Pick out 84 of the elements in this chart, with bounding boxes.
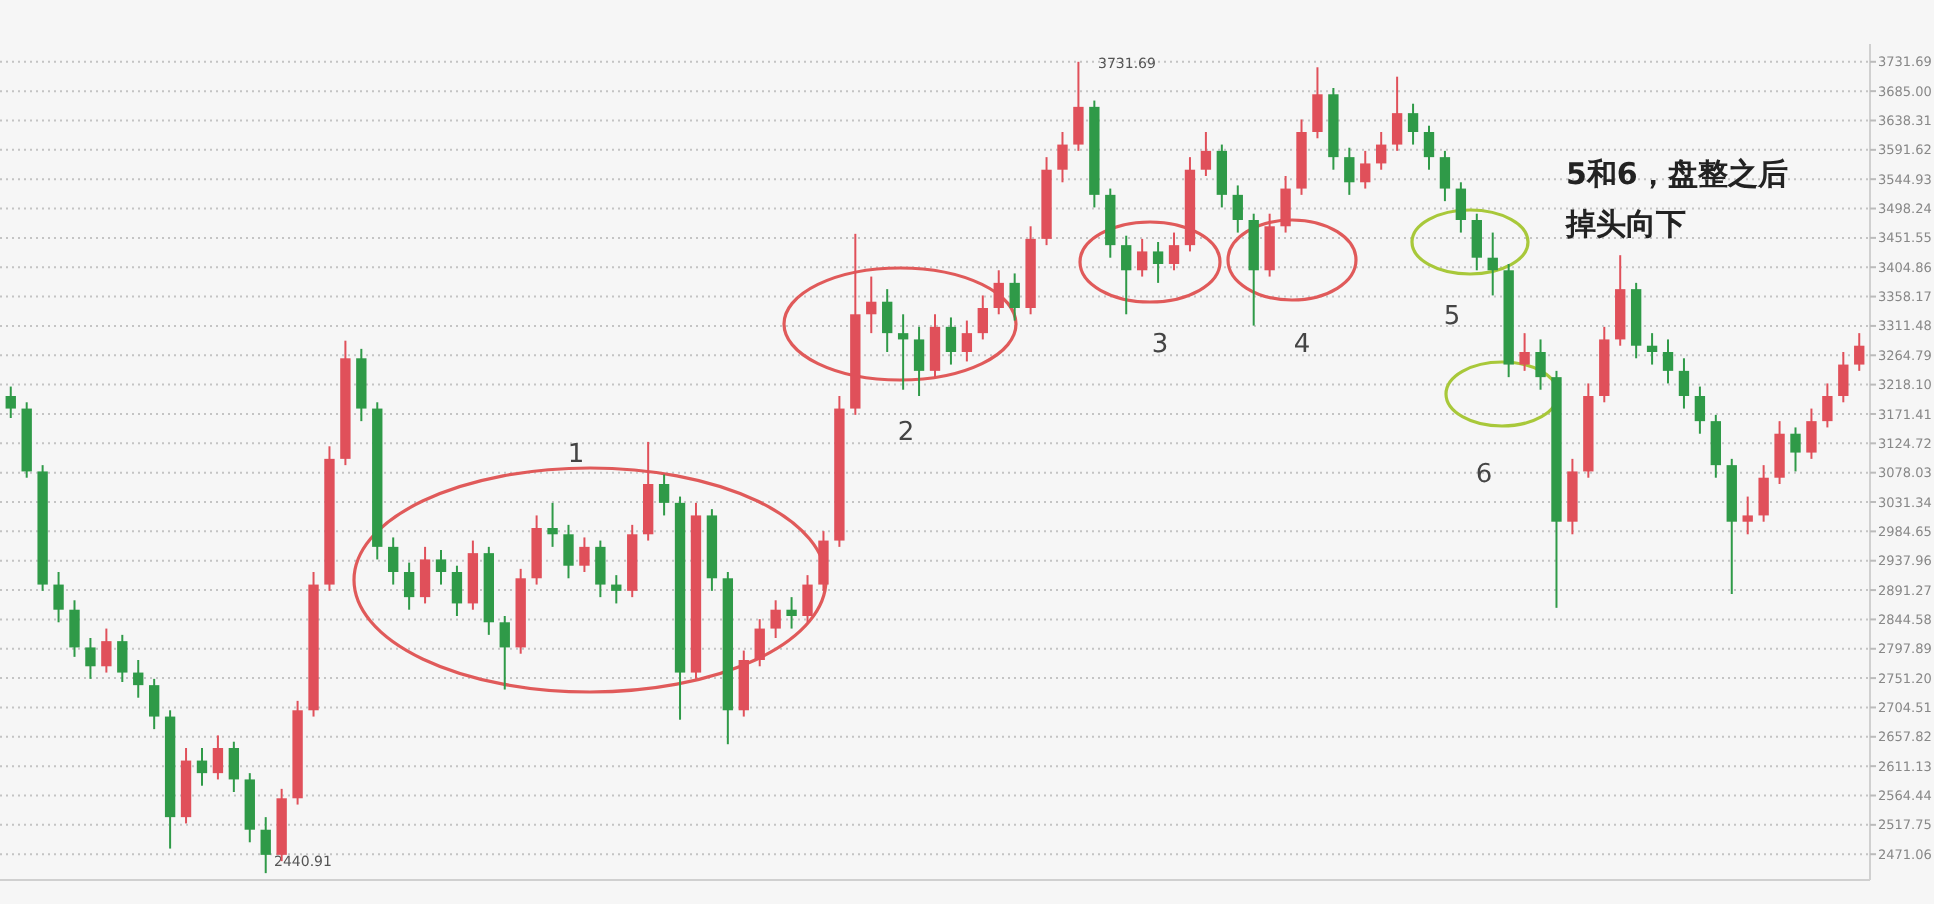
candlestick — [1168, 231, 1180, 272]
candlestick — [1280, 175, 1291, 234]
candlestick — [499, 615, 510, 691]
candlestick — [1758, 464, 1769, 523]
candlestick — [1232, 184, 1243, 234]
candlestick — [53, 571, 64, 624]
annotation: 2 — [897, 418, 915, 448]
candlestick — [993, 269, 1004, 316]
candlestick — [117, 633, 128, 683]
candlestick — [1646, 332, 1658, 366]
candlestick — [1519, 332, 1530, 372]
candlestick — [133, 659, 144, 699]
candlestick — [929, 313, 941, 379]
candlestick — [1136, 237, 1148, 278]
candlestick — [1535, 338, 1546, 391]
candlestick — [1662, 338, 1674, 385]
candlestick — [579, 536, 590, 573]
candlestick — [882, 288, 893, 353]
candlestick — [547, 501, 558, 548]
candlestick — [1710, 413, 1722, 479]
candlestick — [1806, 407, 1817, 460]
candlestick — [1376, 131, 1387, 171]
candlestick — [1822, 382, 1833, 429]
candlestick — [897, 313, 909, 391]
candlestick — [866, 275, 877, 335]
candlestick — [1312, 66, 1323, 140]
annotation: 1 — [567, 440, 585, 470]
candlestick — [1471, 212, 1482, 272]
candlestick — [1694, 385, 1706, 435]
annotation: 掉头向下 — [1564, 206, 1686, 242]
annotation: 5和6，盘整之后 — [1566, 156, 1788, 192]
candlestick — [1121, 234, 1132, 316]
candlestick — [802, 574, 813, 624]
candlestick — [1678, 357, 1690, 410]
candlestick — [977, 294, 988, 341]
candlestick — [770, 599, 781, 639]
candlestick — [85, 637, 96, 680]
candlestick — [1423, 124, 1435, 171]
candlestick — [818, 530, 829, 592]
candlestick — [1391, 75, 1403, 152]
candlestick — [1360, 149, 1371, 190]
candlestick — [403, 561, 415, 611]
candlestick — [435, 549, 447, 586]
candlestick — [611, 574, 622, 605]
annotation: 6 — [1475, 460, 1493, 490]
candlestick — [1264, 212, 1275, 278]
candlestick — [1009, 272, 1020, 322]
candlestick — [419, 545, 431, 605]
candlestick — [1407, 102, 1419, 146]
candlestick — [212, 734, 224, 781]
candlestick — [1742, 495, 1753, 536]
candlestick — [786, 596, 797, 630]
candlestick — [961, 319, 973, 363]
candlestick — [913, 325, 925, 397]
candlestick — [1152, 241, 1164, 284]
candlestick — [1216, 143, 1228, 209]
candlestick — [1774, 420, 1785, 485]
candlestick — [228, 740, 240, 793]
candlestick — [945, 316, 957, 366]
candlestick — [563, 523, 574, 580]
candlestick — [1455, 181, 1467, 234]
candlestick — [1487, 231, 1498, 297]
candlestick — [1344, 146, 1355, 196]
candlestick — [69, 599, 80, 658]
candlestick — [196, 747, 208, 787]
candlestick — [1073, 60, 1084, 152]
candlestick — [260, 816, 271, 875]
candlestick — [1790, 426, 1801, 473]
candlestick — [148, 677, 160, 731]
candlestick — [1057, 131, 1068, 184]
candlestick — [1854, 332, 1865, 372]
candlestick — [5, 385, 16, 419]
annotation: 3 — [1151, 330, 1169, 360]
candlestick — [658, 473, 670, 517]
annotation: 5 — [1443, 302, 1461, 332]
candlestick — [388, 536, 399, 586]
candlestick — [754, 618, 765, 668]
candlestick — [1200, 131, 1212, 177]
candlestick — [595, 539, 606, 599]
annotation: 4 — [1293, 330, 1311, 360]
candlestick — [1439, 149, 1451, 203]
candlestick — [1838, 351, 1849, 404]
candlestick — [101, 627, 112, 674]
candlestick — [451, 564, 463, 617]
